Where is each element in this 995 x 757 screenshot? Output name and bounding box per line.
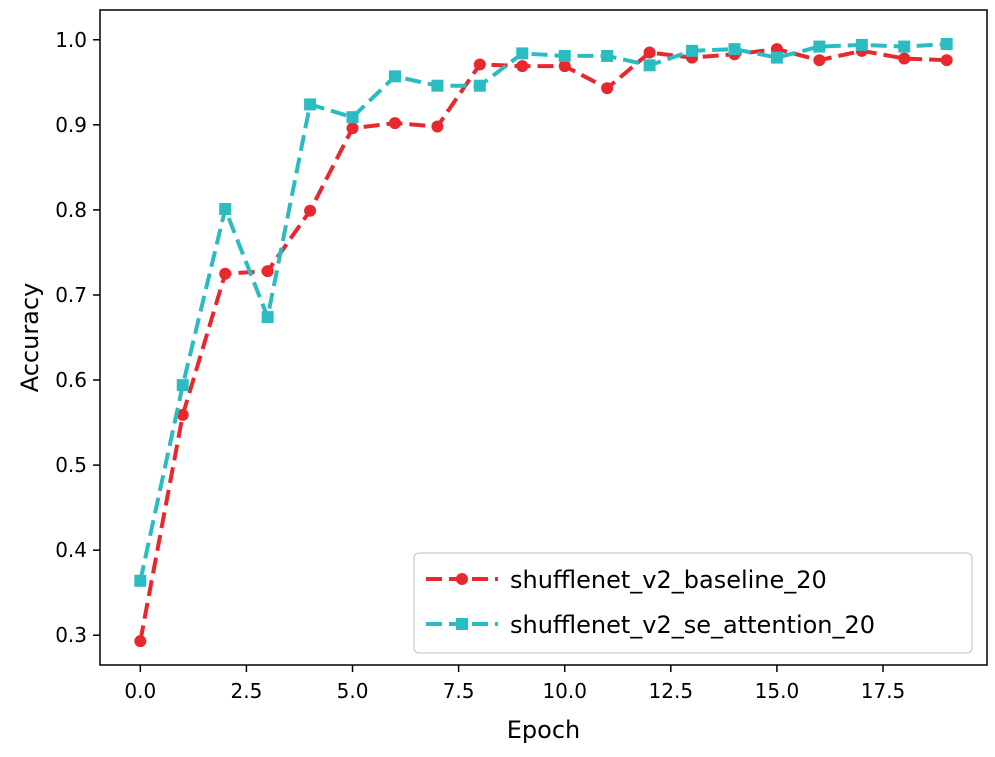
y-tick-label: 0.7 — [55, 283, 87, 307]
data-point — [770, 51, 783, 64]
data-point — [516, 60, 529, 73]
data-point — [304, 204, 317, 217]
data-point — [940, 38, 953, 51]
data-point — [898, 40, 911, 53]
x-tick-label: 5.0 — [337, 679, 369, 703]
data-point — [813, 54, 826, 67]
x-tick-label: 15.0 — [755, 679, 800, 703]
data-point — [855, 38, 868, 51]
data-point — [346, 111, 359, 124]
data-point — [940, 54, 953, 67]
y-tick-label: 0.9 — [55, 113, 87, 137]
data-point — [558, 60, 571, 73]
series-layer — [134, 38, 953, 648]
x-axis-title: Epoch — [507, 716, 581, 744]
data-point — [388, 70, 401, 83]
legend-label: shufflenet_v2_baseline_20 — [510, 566, 827, 594]
data-point — [219, 267, 232, 280]
data-point — [643, 59, 656, 72]
legend-box — [413, 552, 973, 654]
data-point — [473, 58, 486, 71]
axes-layer: 0.0 2.5 5.0 7.5 10.0 12.5 15.0 17.5 0.3 0.4 0.5 0.6… — [55, 9, 988, 703]
data-point — [516, 47, 529, 60]
data-point — [898, 52, 911, 65]
y-tick-label: 1.0 — [55, 28, 87, 52]
data-point — [686, 44, 699, 57]
data-point — [261, 311, 274, 324]
data-point — [558, 49, 571, 62]
data-point — [388, 117, 401, 130]
data-point — [813, 40, 826, 53]
data-point — [431, 120, 444, 133]
legend-label: shufflenet_v2_se_attention_20 — [510, 611, 875, 639]
data-point — [134, 574, 147, 587]
data-point — [176, 408, 189, 421]
plot-frame — [99, 9, 988, 666]
y-tick-label: 0.4 — [55, 538, 87, 562]
y-tick-label: 0.3 — [55, 623, 87, 647]
x-tick-label: 0.0 — [124, 679, 156, 703]
data-point — [176, 379, 189, 392]
x-tick-label: 10.0 — [542, 679, 587, 703]
data-point — [728, 43, 741, 56]
data-point — [643, 46, 656, 59]
y-tick-label: 0.6 — [55, 368, 87, 392]
data-point — [473, 79, 486, 92]
legend: shufflenet_v2_baseline_20 shufflenet_v2_s… — [413, 552, 973, 654]
data-point — [346, 122, 359, 135]
y-tick-label: 0.8 — [55, 198, 87, 222]
x-tick-label: 12.5 — [649, 679, 694, 703]
series-line — [138, 47, 947, 642]
data-point — [219, 203, 232, 216]
data-point — [304, 98, 317, 111]
legend-marker — [456, 573, 468, 585]
y-axis-title: Accuracy — [16, 283, 44, 393]
y-tick-label: 0.5 — [55, 453, 87, 477]
x-tick-label: 2.5 — [231, 679, 263, 703]
data-point — [601, 82, 614, 95]
data-point — [601, 49, 614, 62]
x-tick-label: 17.5 — [861, 679, 906, 703]
data-point — [134, 635, 147, 648]
legend-marker — [456, 618, 468, 630]
series-se-attention — [134, 38, 953, 587]
series-line — [138, 42, 947, 582]
data-point — [261, 265, 274, 278]
data-point — [431, 79, 444, 92]
x-tick-label: 7.5 — [443, 679, 475, 703]
